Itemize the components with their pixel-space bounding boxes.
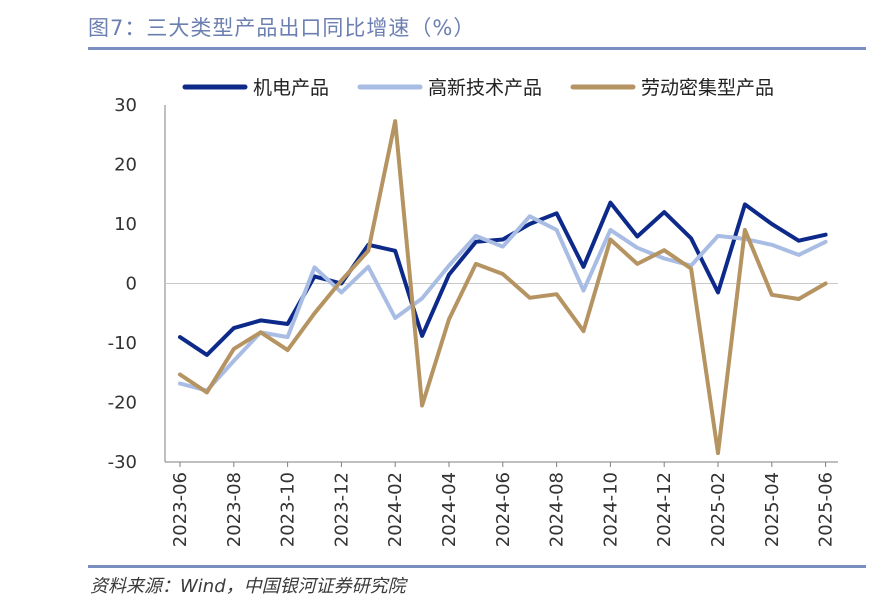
source-note: 资料来源：Wind，中国银河证券研究院 [90,576,406,597]
x-tick-label: 2024-04 [439,472,460,547]
y-tick-label: -20 [108,393,137,414]
legend-label: 劳动密集型产品 [641,77,774,99]
chart-axes: 30 20 10 0 -10 -20 -30 2023-06 2023-08 2023-10 202… [108,95,838,547]
chart-legend: 机电产品 高新技术产品 劳动密集型产品 [182,77,774,99]
figure-title: 图7：三大类型产品出口同比增速（%） [88,16,476,40]
line-chart: 机电产品 高新技术产品 劳动密集型产品 30 20 10 0 -10 -20 -30 2023-0… [108,77,838,547]
y-tick-label: 0 [126,274,137,295]
x-tick-label: 2025-04 [762,472,783,547]
x-tick-label: 2024-10 [600,472,621,547]
series-line-2 [178,214,828,393]
x-tick-label: 2025-02 [708,472,729,547]
x-tick-label: 2023-10 [278,472,299,547]
x-tick-label: 2024-06 [493,472,514,547]
x-tick-label: 2023-12 [331,472,352,547]
x-tick-label: 2025-06 [816,472,837,547]
y-tick-label: 20 [114,155,137,176]
x-tick-label: 2023-08 [224,472,245,547]
x-tick-label: 2023-06 [170,472,191,547]
chart-series [178,119,828,456]
y-tick-label: -10 [108,333,137,354]
title-rule [88,47,866,50]
x-tick-label: 2024-12 [654,472,675,547]
x-tick-label: 2024-08 [547,472,568,547]
series-line-1 [178,200,828,357]
y-tick-label: 30 [114,95,137,116]
legend-label: 机电产品 [253,77,329,99]
source-rule [88,565,866,568]
y-tick-label: 10 [114,214,137,235]
x-tick-label: 2024-02 [385,472,406,547]
y-tick-label: -30 [108,452,137,473]
legend-label: 高新技术产品 [428,77,542,99]
series-line-3 [178,119,828,456]
